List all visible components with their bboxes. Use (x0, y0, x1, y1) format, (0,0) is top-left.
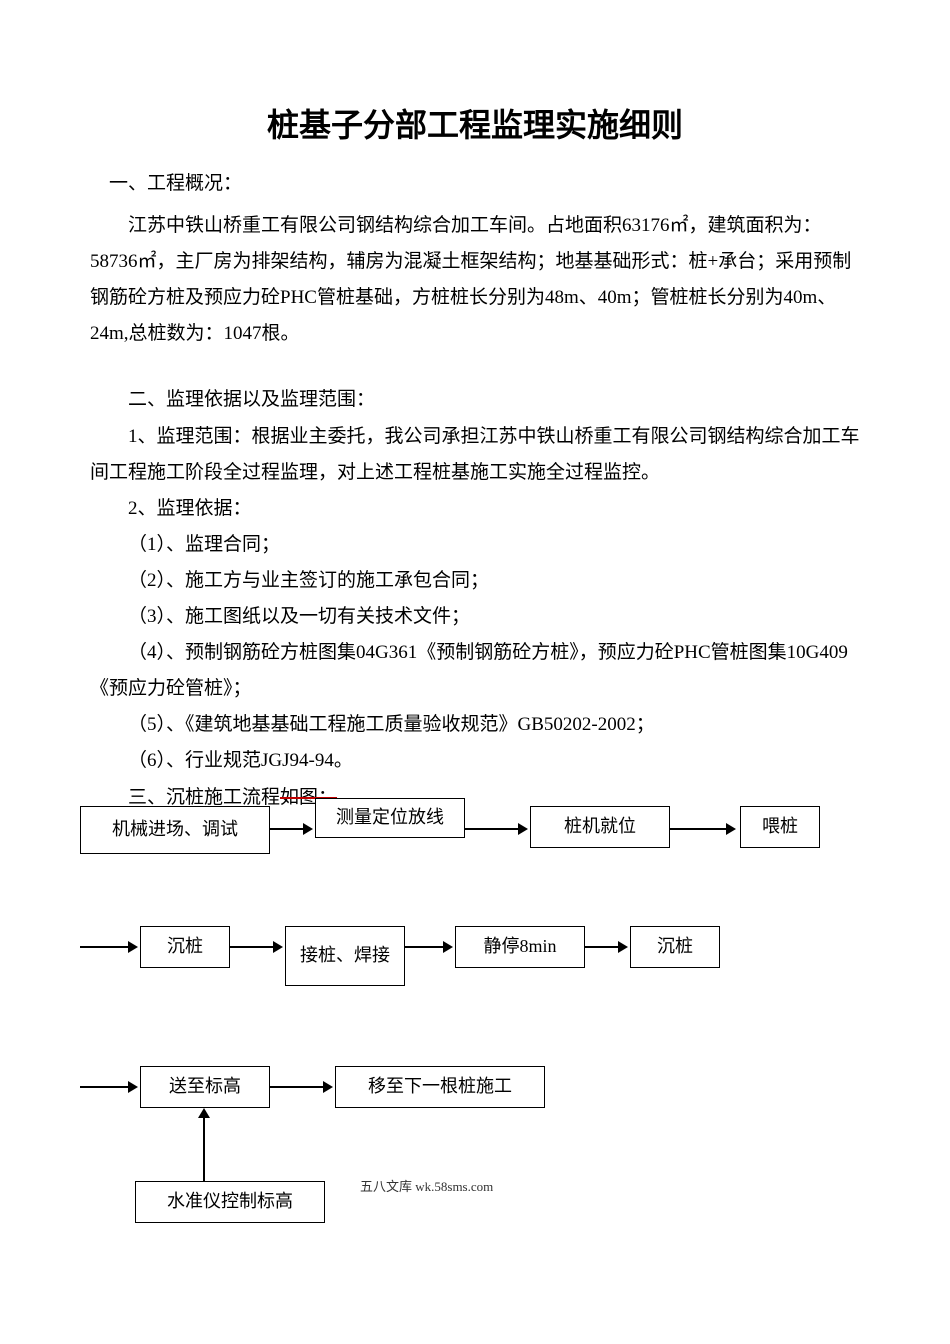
arrow-head-icon (618, 941, 628, 953)
section-2-item-1: 1、监理范围：根据业主委托，我公司承担江苏中铁山桥重工有限公司钢结构综合加工车间… (90, 419, 860, 491)
section-2-sub-2: （2）、施工方与业主签订的施工承包合同； (90, 563, 860, 599)
arrow-line (465, 828, 520, 830)
arrow-head-icon (128, 1081, 138, 1093)
section-2-sub-3: （3）、施工图纸以及一切有关技术文件； (90, 599, 860, 635)
arrow-head-icon (726, 823, 736, 835)
section-1-paragraph: 江苏中铁山桥重工有限公司钢结构综合加工车间。占地面积63176㎡，建筑面积为：5… (90, 208, 860, 352)
section-2-sub-5: （5）、《建筑地基基础工程施工质量验收规范》GB50202-2002； (90, 707, 860, 743)
arrow-line (203, 1118, 205, 1181)
arrow-line (270, 828, 305, 830)
section-2-sub-4: （4）、预制钢筋砼方桩图集04G361《预制钢筋砼方桩》，预应力砼PHC管桩图集… (90, 635, 860, 707)
section-2-sub-6: （6）、行业规范JGJ94-94。 (90, 743, 860, 779)
flow-box-7: 静停8min (455, 926, 585, 968)
section-2-heading: 二、监理依据以及监理范围： (90, 382, 860, 418)
arrow-line (80, 1086, 130, 1088)
flow-box-3: 桩机就位 (530, 806, 670, 848)
flow-box-10: 移至下一根桩施工 (335, 1066, 545, 1108)
flow-box-9: 送至标高 (140, 1066, 270, 1108)
flow-box-11: 水准仪控制标高 (135, 1181, 325, 1223)
arrow-line (270, 1086, 325, 1088)
arrow-head-icon (518, 823, 528, 835)
document-title: 桩基子分部工程监理实施细则 (90, 100, 860, 146)
section-3-heading-a: 三、沉桩施工流程 (128, 787, 280, 808)
arrow-head-icon (128, 941, 138, 953)
flow-box-2: 测量定位放线 (315, 798, 465, 838)
arrow-head-icon (323, 1081, 333, 1093)
arrow-line (80, 946, 130, 948)
arrow-head-icon (198, 1108, 210, 1118)
flowchart: 机械进场、调试 测量定位放线 桩机就位 喂桩 沉桩 接桩、焊接 静停8min 沉… (90, 806, 860, 1226)
flow-box-6: 接桩、焊接 (285, 926, 405, 986)
arrow-line (230, 946, 275, 948)
flow-box-4: 喂桩 (740, 806, 820, 848)
arrow-head-icon (443, 941, 453, 953)
section-1-heading: 一、工程概况： (90, 166, 860, 202)
footer-watermark: 五八文库 wk.58sms.com (360, 1176, 493, 1195)
spacer (90, 352, 860, 382)
flow-box-5: 沉桩 (140, 926, 230, 968)
document-page: 桩基子分部工程监理实施细则 一、工程概况： 江苏中铁山桥重工有限公司钢结构综合加… (0, 0, 950, 1266)
arrow-head-icon (303, 823, 313, 835)
arrow-line (585, 946, 620, 948)
arrow-head-icon (273, 941, 283, 953)
arrow-line (670, 828, 728, 830)
section-2-item-2: 2、监理依据： (90, 491, 860, 527)
flow-box-8: 沉桩 (630, 926, 720, 968)
section-2-sub-1: （1）、监理合同； (90, 527, 860, 563)
flow-box-1: 机械进场、调试 (80, 806, 270, 854)
arrow-line (405, 946, 445, 948)
